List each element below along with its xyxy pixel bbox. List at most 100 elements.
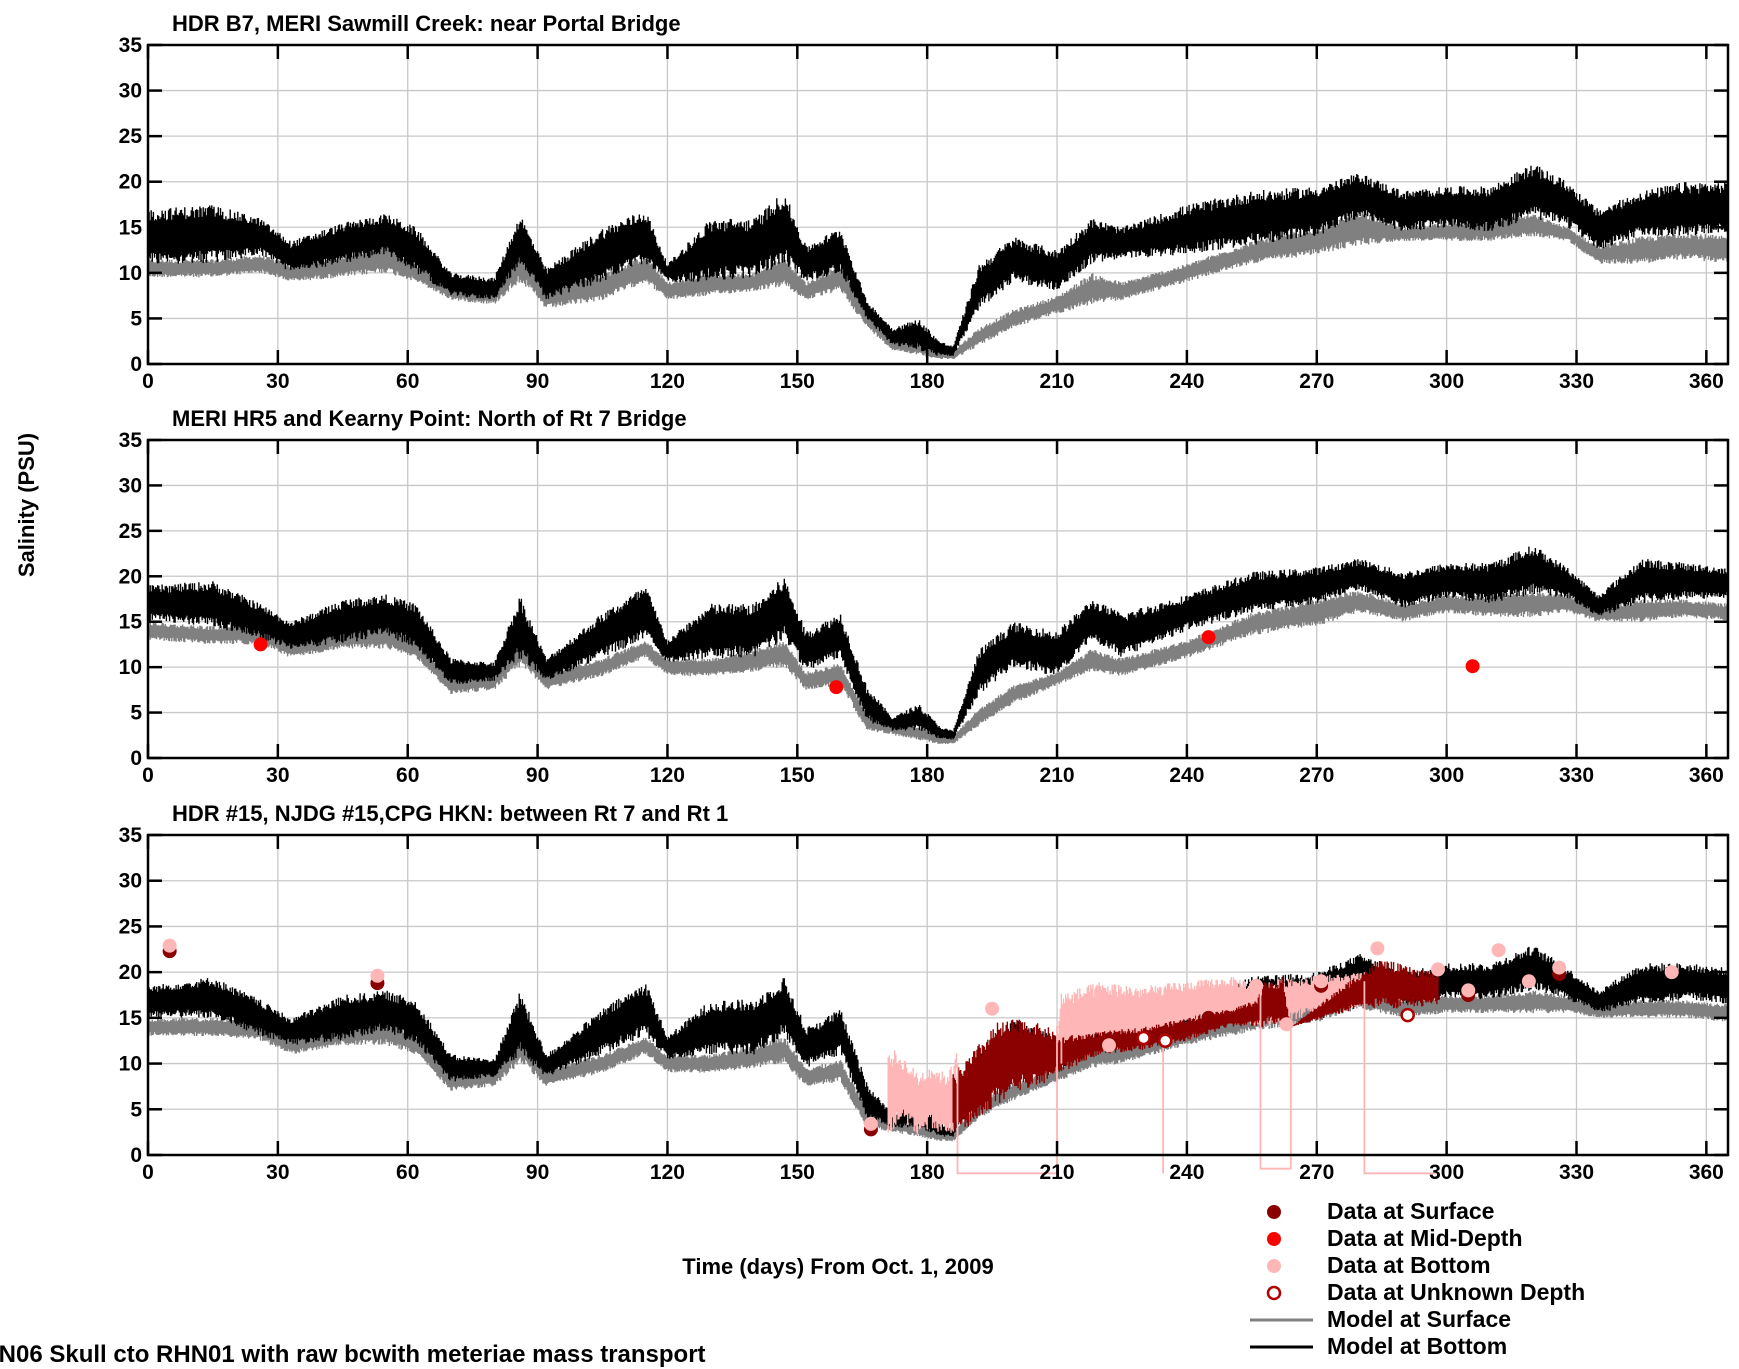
x-tick-label: 150 (780, 764, 815, 787)
series-data_surface (952, 961, 1439, 1133)
y-tick-label: 15 (119, 611, 143, 634)
legend-item-data-at-surface: Data at Surface (1267, 1198, 1494, 1224)
x-tick-label: 90 (526, 1161, 549, 1184)
x-tick-label: 150 (780, 1161, 815, 1184)
y-tick-label: 0 (130, 353, 142, 376)
x-tick-label: 270 (1299, 1161, 1334, 1184)
data-point-data-at-mid-depth (1201, 630, 1216, 645)
legend-item-data-at-mid-depth: Data at Mid-Depth (1267, 1225, 1523, 1251)
x-tick-label: 0 (142, 370, 154, 393)
x-tick-label: 90 (526, 370, 549, 393)
x-tick-label: 60 (396, 370, 419, 393)
data-point-unknown (1158, 1033, 1173, 1048)
data-point-data-at-bottom (162, 938, 177, 953)
x-tick-label: 210 (1040, 370, 1075, 393)
y-tick-label: 0 (130, 747, 142, 770)
x-tick-label: 300 (1429, 764, 1464, 787)
data-point-data-at-bottom (1430, 962, 1445, 977)
data-point-data-at-mid-depth (253, 637, 268, 652)
y-tick-label: 15 (119, 1007, 143, 1030)
data-point-data-at-mid-depth (1465, 659, 1480, 674)
x-tick-label: 0 (142, 1161, 154, 1184)
x-tick-label: 240 (1169, 370, 1204, 393)
x-tick-label: 300 (1429, 370, 1464, 393)
series-model-at-surface (148, 590, 1728, 744)
plot-frame (146, 43, 1730, 366)
chart-panels: 0 30 60 90 120 150 180 210 240 270 300 330 360051015… (119, 11, 1730, 1184)
legend-marker (1266, 1285, 1282, 1301)
x-tick-label: 330 (1559, 370, 1594, 393)
data-point-data-at-bottom (1461, 983, 1476, 998)
plot-area (148, 546, 1728, 744)
y-tick-label: 25 (119, 520, 143, 543)
data-point-data-at-bottom (863, 1116, 878, 1131)
data-step-trace (1259, 985, 1292, 1170)
data-point-unknown (1400, 1007, 1415, 1023)
legend-label: Data at Unknown Depth (1327, 1279, 1585, 1305)
data-point-data-at-bottom (1491, 943, 1506, 958)
x-tick-label: 360 (1689, 764, 1724, 787)
data-point-data-at-bottom (1223, 997, 1238, 1012)
x-tick-label: 270 (1299, 370, 1334, 393)
x-tick-label: 180 (910, 1161, 945, 1184)
x-tick-label: 180 (910, 370, 945, 393)
y-tick-label: 10 (119, 262, 142, 285)
legend-item-data-at-unknown-depth: Data at Unknown Depth (1266, 1279, 1585, 1305)
x-tick-label: 210 (1040, 1161, 1075, 1184)
plot-area (148, 946, 1728, 1142)
legend-item-model-at-surface: Model at Surface (1250, 1306, 1511, 1332)
data-point-data-at-bottom (370, 968, 385, 983)
y-tick-label: 20 (119, 171, 142, 194)
x-tick-label: 60 (396, 764, 419, 787)
plot-area (148, 165, 1728, 359)
legend-label: Data at Surface (1327, 1198, 1494, 1224)
y-tick-label: 10 (119, 656, 142, 679)
y-tick-label: 30 (119, 80, 142, 103)
data-point-data-at-bottom (1279, 1017, 1294, 1032)
x-tick-label: 120 (650, 370, 685, 393)
chart-panel-1: 0 30 60 90 120 150 180 210 240 270 300 330 360 0 5 10 15… (119, 11, 1730, 393)
data-point-data-at-bottom (1101, 1038, 1116, 1053)
x-tick-label: 0 (142, 764, 154, 787)
x-tick-label: 30 (266, 1161, 289, 1184)
y-tick-label: 25 (119, 915, 143, 938)
x-tick-label: 360 (1689, 370, 1724, 393)
y-tick-label: 5 (130, 1098, 142, 1121)
x-tick-label: 150 (780, 370, 815, 393)
y-tick-label: 30 (119, 474, 142, 497)
plot-frame (146, 438, 1730, 760)
footer-caption: IN06 Skull cto RHN01 with raw bcwith met… (0, 1341, 706, 1368)
legend-item-data-at-bottom: Data at Bottom (1267, 1252, 1491, 1278)
panel-title: HDR B7, MERI Sawmill Creek: near Portal … (172, 11, 681, 36)
y-tick-label: 20 (119, 565, 142, 588)
series-model-at-bottom (148, 165, 1728, 356)
data-point-data-at-bottom (1552, 960, 1567, 975)
legend-label: Data at Mid-Depth (1327, 1225, 1523, 1251)
y-tick-label: 5 (130, 307, 142, 330)
legend-item-model-at-bottom: Model at Bottom (1250, 1333, 1507, 1359)
y-tick-label: 10 (119, 1053, 142, 1076)
x-tick-label: 240 (1169, 1161, 1204, 1184)
y-tick-label: 35 (119, 824, 143, 847)
y-tick-label: 25 (119, 125, 143, 148)
x-tick-label: 300 (1429, 1161, 1464, 1184)
x-tick-label: 240 (1169, 764, 1204, 787)
y-axis-label: Salinity (PSU) (14, 433, 39, 577)
panel-title: HDR #15, NJDG #15,CPG HKN: between Rt 7 … (172, 801, 728, 826)
x-tick-label: 180 (910, 764, 945, 787)
y-tick-label: 30 (119, 870, 142, 893)
chart-panel-3: 0 30 60 90 120 150 180 210 240 270 300 330 360 0 5 10 15… (119, 801, 1730, 1184)
x-tick-label: 90 (526, 764, 549, 787)
data-point-data-at-surface (1201, 1010, 1216, 1025)
legend-marker (1267, 1205, 1281, 1219)
data-point-data-at-bottom (1664, 965, 1679, 980)
x-tick-label: 330 (1559, 1161, 1594, 1184)
y-tick-label: 35 (119, 429, 143, 452)
series-model-at-bottom (148, 546, 1728, 740)
legend-label: Model at Surface (1327, 1306, 1511, 1332)
y-tick-label: 15 (119, 216, 143, 239)
y-tick-label: 35 (119, 34, 143, 57)
data-step-trace (1363, 981, 1438, 1175)
